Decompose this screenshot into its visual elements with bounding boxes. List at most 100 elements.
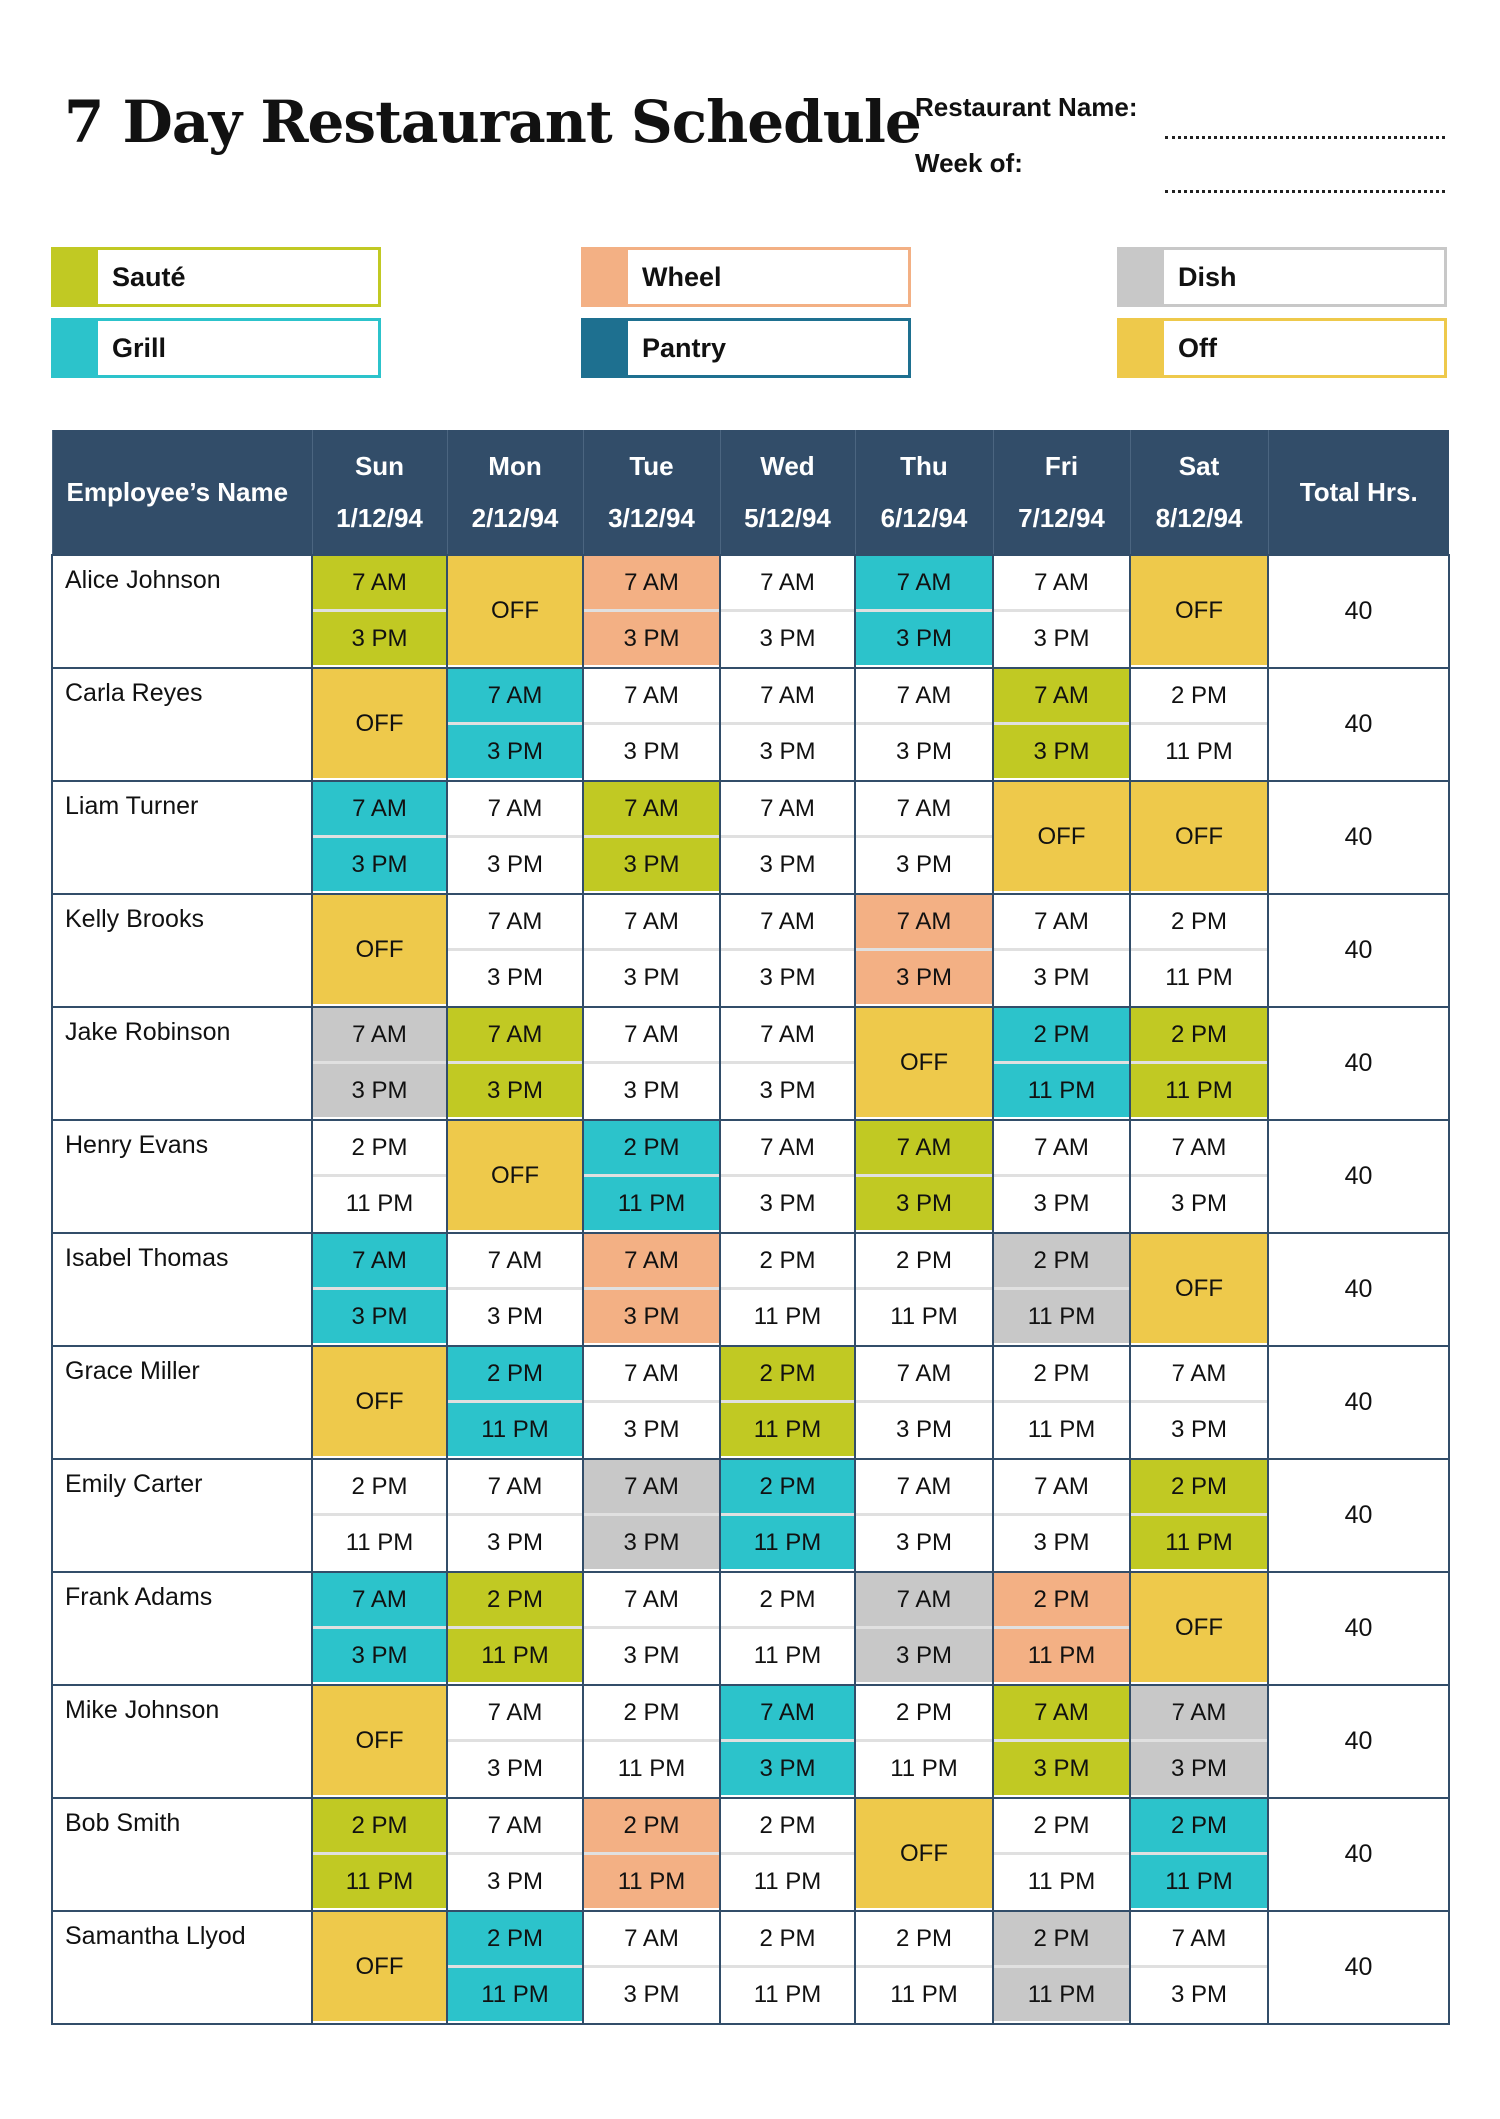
shift-cell[interactable]: 7 AM 3 PM	[719, 554, 856, 669]
shift-cell[interactable]: 7 AM 3 PM	[311, 1232, 448, 1347]
shift-cell[interactable]: 2 PM 11 PM	[719, 1571, 856, 1686]
shift-cell[interactable]: 7 AM 3 PM	[582, 1571, 721, 1686]
shift-cell[interactable]: 7 AM 3 PM	[311, 780, 448, 895]
shift-cell[interactable]: OFF	[1129, 1571, 1269, 1686]
shift-cell[interactable]: 2 PM 11 PM	[311, 1797, 448, 1912]
shift-cell[interactable]: OFF	[854, 1006, 994, 1121]
shift-cell[interactable]: 7 AM 3 PM	[1129, 1910, 1269, 2025]
shift-cell[interactable]: 2 PM 11 PM	[719, 1797, 856, 1912]
shift-cell[interactable]: 2 PM 11 PM	[582, 1684, 721, 1799]
shift-cell[interactable]: OFF	[1129, 554, 1269, 669]
shift-cell[interactable]: 7 AM 3 PM	[854, 1458, 994, 1573]
shift-cell[interactable]: 7 AM 3 PM	[854, 1119, 994, 1234]
shift-cell[interactable]: 7 AM 3 PM	[582, 1232, 721, 1347]
shift-start: 2 PM	[1170, 1020, 1227, 1048]
week-of-field[interactable]	[1165, 190, 1445, 193]
shift-cell[interactable]: 2 PM 11 PM	[582, 1797, 721, 1912]
shift-cell[interactable]: 2 PM 11 PM	[719, 1345, 856, 1460]
shift-cell[interactable]: OFF	[446, 554, 584, 669]
shift-cell[interactable]: 7 AM 3 PM	[582, 554, 721, 669]
shift-cell[interactable]: 7 AM 3 PM	[582, 893, 721, 1008]
shift-cell[interactable]: 2 PM 11 PM	[854, 1684, 994, 1799]
shift: 7 AM 3 PM	[994, 1460, 1129, 1569]
shift: 7 AM 3 PM	[448, 1686, 582, 1795]
shift-cell[interactable]: 7 AM 3 PM	[992, 1684, 1131, 1799]
shift-cell[interactable]: 7 AM 3 PM	[719, 1006, 856, 1121]
shift-cell[interactable]: 7 AM 3 PM	[311, 1571, 448, 1686]
shift-cell[interactable]: OFF	[311, 1684, 448, 1799]
shift-cell[interactable]: 2 PM 11 PM	[446, 1910, 584, 2025]
shift-cell[interactable]: OFF	[854, 1797, 994, 1912]
shift-cell[interactable]: 7 AM 3 PM	[446, 1458, 584, 1573]
shift-cell[interactable]: 2 PM 11 PM	[992, 1571, 1131, 1686]
shift-cell[interactable]: 7 AM 3 PM	[854, 893, 994, 1008]
shift-cell[interactable]: 7 AM 3 PM	[446, 1797, 584, 1912]
shift-cell[interactable]: 7 AM 3 PM	[582, 667, 721, 782]
shift-cell[interactable]: 7 AM 3 PM	[582, 1345, 721, 1460]
shift-cell[interactable]: 7 AM 3 PM	[582, 1006, 721, 1121]
shift-cell[interactable]: 7 AM 3 PM	[992, 554, 1131, 669]
shift: 7 AM 3 PM	[856, 669, 992, 778]
shift-cell[interactable]: 2 PM 11 PM	[992, 1797, 1131, 1912]
shift-cell[interactable]: OFF	[311, 1910, 448, 2025]
shift-divider	[856, 1287, 992, 1290]
shift-cell[interactable]: 7 AM 3 PM	[446, 780, 584, 895]
shift-cell[interactable]: 2 PM 11 PM	[446, 1571, 584, 1686]
shift-cell[interactable]: OFF	[1129, 1232, 1269, 1347]
shift-cell[interactable]: 7 AM 3 PM	[719, 780, 856, 895]
shift-cell[interactable]: 7 AM 3 PM	[719, 1119, 856, 1234]
shift-cell[interactable]: OFF	[311, 1345, 448, 1460]
shift-cell[interactable]: 7 AM 3 PM	[992, 1119, 1131, 1234]
shift-cell[interactable]: 7 AM 3 PM	[1129, 1119, 1269, 1234]
shift-cell[interactable]: OFF	[311, 893, 448, 1008]
shift-divider	[448, 835, 582, 838]
shift-cell[interactable]: 7 AM 3 PM	[311, 1006, 448, 1121]
shift-cell[interactable]: 2 PM 11 PM	[311, 1458, 448, 1573]
shift-cell[interactable]: 7 AM 3 PM	[446, 1006, 584, 1121]
shift-cell[interactable]: 2 PM 11 PM	[854, 1232, 994, 1347]
shift-cell[interactable]: 7 AM 3 PM	[854, 1571, 994, 1686]
shift-cell[interactable]: 7 AM 3 PM	[854, 667, 994, 782]
shift-cell[interactable]: OFF	[311, 667, 448, 782]
shift-cell[interactable]: 7 AM 3 PM	[582, 1910, 721, 2025]
shift-cell[interactable]: 2 PM 11 PM	[446, 1345, 584, 1460]
shift-cell[interactable]: OFF	[992, 780, 1131, 895]
shift-cell[interactable]: 7 AM 3 PM	[446, 893, 584, 1008]
shift-cell[interactable]: 7 AM 3 PM	[582, 780, 721, 895]
shift-cell[interactable]: 7 AM 3 PM	[854, 1345, 994, 1460]
shift-cell[interactable]: 7 AM 3 PM	[582, 1458, 721, 1573]
shift-cell[interactable]: 7 AM 3 PM	[854, 554, 994, 669]
shift-cell[interactable]: 7 AM 3 PM	[446, 1232, 584, 1347]
shift-cell[interactable]: 7 AM 3 PM	[311, 554, 448, 669]
shift-cell[interactable]: 7 AM 3 PM	[854, 780, 994, 895]
shift-cell[interactable]: 7 AM 3 PM	[719, 1684, 856, 1799]
shift-cell[interactable]: 2 PM 11 PM	[582, 1119, 721, 1234]
shift-cell[interactable]: 7 AM 3 PM	[1129, 1684, 1269, 1799]
shift-cell[interactable]: 2 PM 11 PM	[719, 1458, 856, 1573]
shift-cell[interactable]: 7 AM 3 PM	[992, 1458, 1131, 1573]
shift-cell[interactable]: 2 PM 11 PM	[1129, 1458, 1269, 1573]
shift-cell[interactable]: 2 PM 11 PM	[992, 1006, 1131, 1121]
shift-cell[interactable]: 2 PM 11 PM	[992, 1345, 1131, 1460]
shift-cell[interactable]: 2 PM 11 PM	[719, 1232, 856, 1347]
shift-cell[interactable]: 2 PM 11 PM	[854, 1910, 994, 2025]
restaurant-name-field[interactable]	[1165, 136, 1445, 139]
shift-cell[interactable]: 2 PM 11 PM	[719, 1910, 856, 2025]
shift-cell[interactable]: 7 AM 3 PM	[446, 667, 584, 782]
shift-cell[interactable]: 7 AM 3 PM	[992, 893, 1131, 1008]
shift-cell[interactable]: 2 PM 11 PM	[311, 1119, 448, 1234]
shift-cell[interactable]: 7 AM 3 PM	[1129, 1345, 1269, 1460]
shift-cell[interactable]: 7 AM 3 PM	[992, 667, 1131, 782]
shift-cell[interactable]: 2 PM 11 PM	[1129, 1797, 1269, 1912]
shift-cell[interactable]: 2 PM 11 PM	[1129, 893, 1269, 1008]
shift-cell[interactable]: OFF	[446, 1119, 584, 1234]
shift-cell[interactable]: 7 AM 3 PM	[446, 1684, 584, 1799]
shift-cell[interactable]: 2 PM 11 PM	[992, 1910, 1131, 2025]
shift-cell[interactable]: OFF	[1129, 780, 1269, 895]
shift: 7 AM 3 PM	[721, 669, 854, 778]
shift-cell[interactable]: 2 PM 11 PM	[992, 1232, 1131, 1347]
shift-cell[interactable]: 7 AM 3 PM	[719, 667, 856, 782]
shift-cell[interactable]: 2 PM 11 PM	[1129, 667, 1269, 782]
shift-cell[interactable]: 2 PM 11 PM	[1129, 1006, 1269, 1121]
shift-cell[interactable]: 7 AM 3 PM	[719, 893, 856, 1008]
